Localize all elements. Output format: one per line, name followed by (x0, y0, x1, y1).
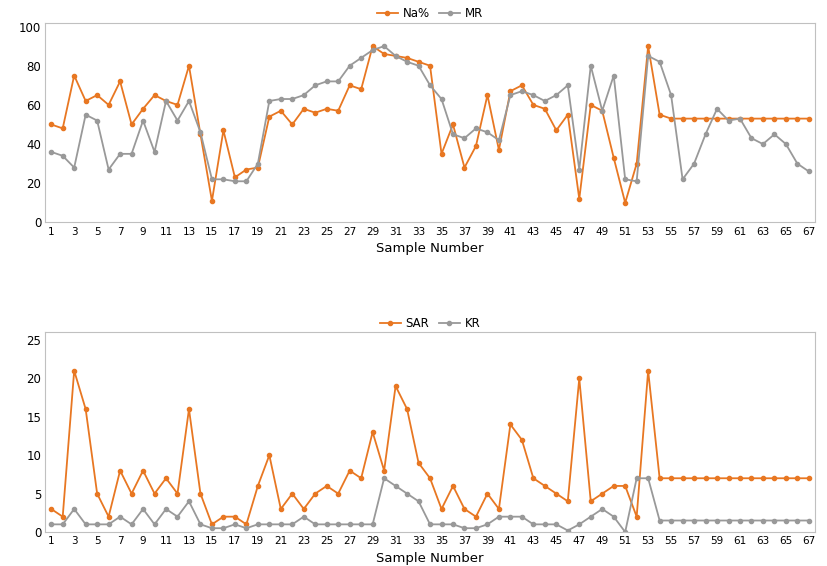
Line: MR: MR (49, 44, 811, 183)
SAR (115, 467, 125, 474)
X-axis label: Sample Number: Sample Number (376, 552, 484, 565)
Line: Na%: Na% (49, 44, 811, 205)
Na% (804, 115, 814, 122)
Line: SAR: SAR (49, 368, 811, 526)
KR (804, 517, 814, 524)
KR (643, 475, 653, 482)
Na% (402, 54, 412, 61)
SAR (150, 490, 160, 497)
MR (643, 53, 653, 59)
MR (138, 117, 148, 124)
Legend: Na%, MR: Na%, MR (372, 3, 488, 25)
SAR (69, 367, 79, 374)
X-axis label: Sample Number: Sample Number (376, 242, 484, 255)
MR (368, 46, 378, 53)
Na% (368, 43, 378, 50)
Na% (356, 86, 366, 93)
SAR (414, 460, 423, 466)
MR (230, 178, 240, 185)
Legend: SAR, KR: SAR, KR (375, 312, 485, 335)
MR (804, 168, 814, 175)
MR (379, 43, 389, 50)
SAR (379, 467, 389, 474)
KR (402, 490, 412, 497)
KR (46, 521, 56, 528)
SAR (804, 475, 814, 482)
SAR (643, 367, 653, 374)
KR (138, 505, 148, 512)
KR (620, 529, 630, 535)
MR (758, 141, 768, 148)
MR (46, 148, 56, 155)
KR (758, 517, 768, 524)
SAR (758, 475, 768, 482)
Na% (620, 199, 630, 206)
MR (414, 62, 423, 69)
Na% (46, 121, 56, 128)
SAR (207, 521, 217, 528)
KR (103, 521, 113, 528)
SAR (46, 505, 56, 512)
Line: KR: KR (49, 476, 811, 534)
Na% (138, 105, 148, 112)
MR (103, 166, 113, 173)
Na% (758, 115, 768, 122)
KR (379, 475, 389, 482)
Na% (643, 43, 653, 50)
Na% (103, 101, 113, 108)
KR (356, 521, 366, 528)
